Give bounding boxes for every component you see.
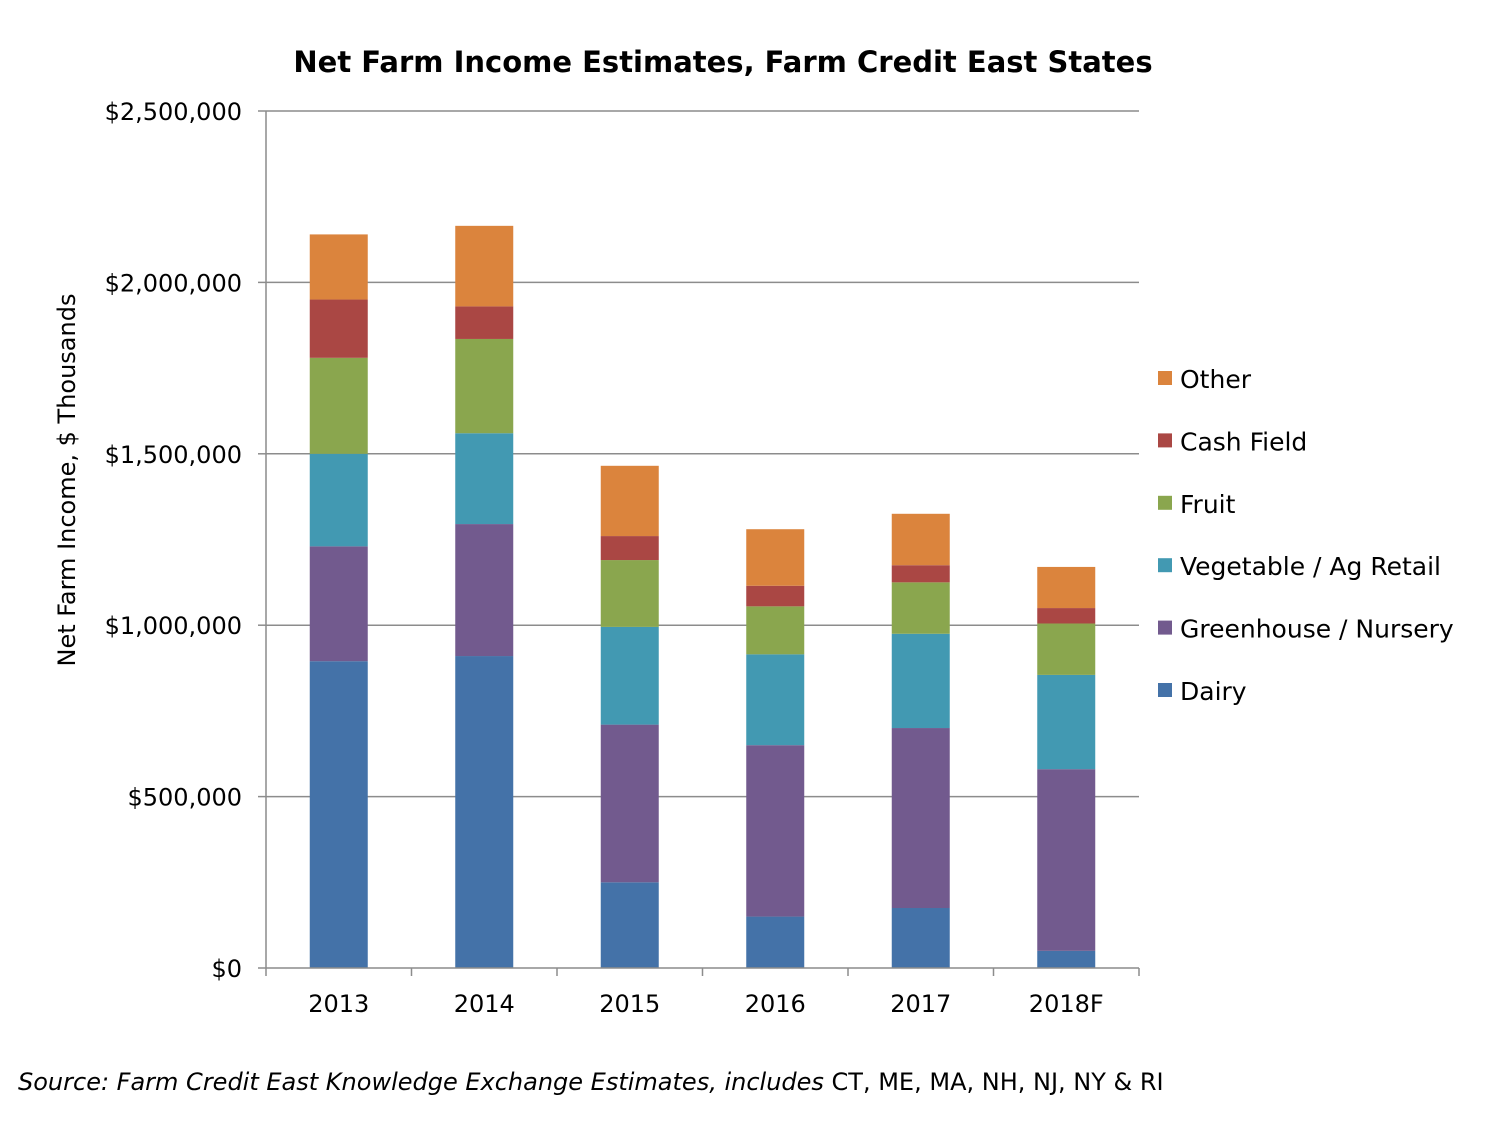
legend-swatch [1158, 495, 1172, 510]
source-suffix: CT, ME, MA, NH, NJ, NY & RI [823, 1068, 1164, 1096]
bar-segment-dairy-2017 [891, 908, 950, 968]
y-tick-label: $1,500,000 [105, 441, 242, 469]
y-tick-label: $2,000,000 [105, 269, 242, 297]
legend-swatch [1158, 683, 1172, 697]
bar-segment-dairy-2016 [746, 916, 805, 968]
bar-segment-greenhouse-nursery-2014 [455, 524, 514, 657]
x-tick-label: 2017 [890, 990, 951, 1018]
bars [309, 225, 1096, 968]
bar-segment-other-2015 [600, 465, 659, 537]
bar-segment-fruit-2015 [600, 560, 659, 627]
legend-label: Cash Field [1180, 427, 1307, 456]
y-tick-label: $0 [211, 955, 242, 983]
bar-segment-vegetable-ag-retail-2017 [891, 633, 950, 729]
legend-label: Dairy [1180, 677, 1247, 706]
bar-segment-dairy-2018f [1037, 950, 1096, 968]
bar-segment-cash-field-2013 [309, 299, 368, 358]
y-tick-label: $1,000,000 [105, 612, 242, 640]
y-tick-label: $2,500,000 [105, 98, 242, 126]
bar-segment-cash-field-2015 [600, 536, 659, 561]
legend-swatch [1158, 558, 1172, 573]
x-tick-label: 2014 [454, 990, 515, 1018]
bar-segment-vegetable-ag-retail-2016 [746, 654, 805, 746]
legend-label: Fruit [1180, 490, 1236, 519]
bar-segment-other-2013 [309, 234, 368, 300]
bar-segment-fruit-2014 [455, 338, 514, 434]
bar-segment-fruit-2018f [1037, 623, 1096, 675]
x-tick-labels: 2013 2014 2015 2016 2017 2018F [308, 990, 1103, 1018]
x-tick-label: 2016 [745, 990, 806, 1018]
bar-segment-other-2017 [891, 513, 950, 566]
bar-segment-vegetable-ag-retail-2013 [309, 453, 368, 547]
bar-segment-vegetable-ag-retail-2018f [1037, 674, 1096, 770]
bar-segment-greenhouse-nursery-2016 [746, 745, 805, 917]
y-tick-label: $500,000 [127, 784, 242, 812]
bar-segment-vegetable-ag-retail-2015 [600, 626, 659, 725]
bar-segment-dairy-2015 [600, 882, 659, 968]
bar-segment-dairy-2014 [455, 656, 514, 968]
bar-segment-vegetable-ag-retail-2014 [455, 433, 514, 525]
bar-segment-greenhouse-nursery-2017 [891, 728, 950, 909]
legend-label: Vegetable / Ag Retail [1180, 552, 1441, 581]
x-tick-label: 2015 [599, 990, 660, 1018]
bar-segment-other-2016 [746, 529, 805, 586]
bar-segment-greenhouse-nursery-2018f [1037, 769, 1096, 951]
bar-segment-cash-field-2014 [455, 306, 514, 339]
bar-segment-cash-field-2016 [746, 585, 805, 607]
bar-segment-greenhouse-nursery-2015 [600, 724, 659, 883]
x-tick-label: 2018F [1029, 990, 1104, 1018]
source-note: Source: Farm Credit East Knowledge Excha… [18, 1068, 1164, 1096]
gridlines [266, 110, 1139, 798]
legend: Other Cash Field Fruit Vegetable / Ag Retai… [1158, 365, 1454, 706]
source-prefix: Source: Farm Credit East Knowledge Excha… [18, 1068, 824, 1096]
legend-label: Other [1180, 365, 1252, 394]
legend-swatch [1158, 371, 1172, 385]
bar-segment-cash-field-2017 [891, 565, 950, 583]
x-tick-label: 2013 [308, 990, 369, 1018]
bar-segment-cash-field-2018f [1037, 608, 1096, 624]
y-axis-label: Net Farm Income, $ Thousands [53, 294, 81, 667]
legend-swatch [1158, 620, 1172, 635]
chart-title: Net Farm Income Estimates, Farm Credit E… [293, 45, 1152, 79]
bar-segment-other-2018f [1037, 566, 1096, 609]
bar-segment-other-2014 [455, 225, 514, 307]
bar-segment-fruit-2017 [891, 582, 950, 634]
bar-segment-fruit-2016 [746, 606, 805, 655]
bar-segment-greenhouse-nursery-2013 [309, 546, 368, 662]
legend-swatch [1158, 433, 1172, 448]
legend-label: Greenhouse / Nursery [1180, 615, 1454, 644]
y-tick-labels: $0 $500,000 $1,000,000 $1,500,000 $2,000,000… [105, 98, 242, 983]
bar-segment-dairy-2013 [309, 661, 368, 968]
bar-segment-fruit-2013 [309, 357, 368, 454]
axes [258, 110, 1140, 976]
